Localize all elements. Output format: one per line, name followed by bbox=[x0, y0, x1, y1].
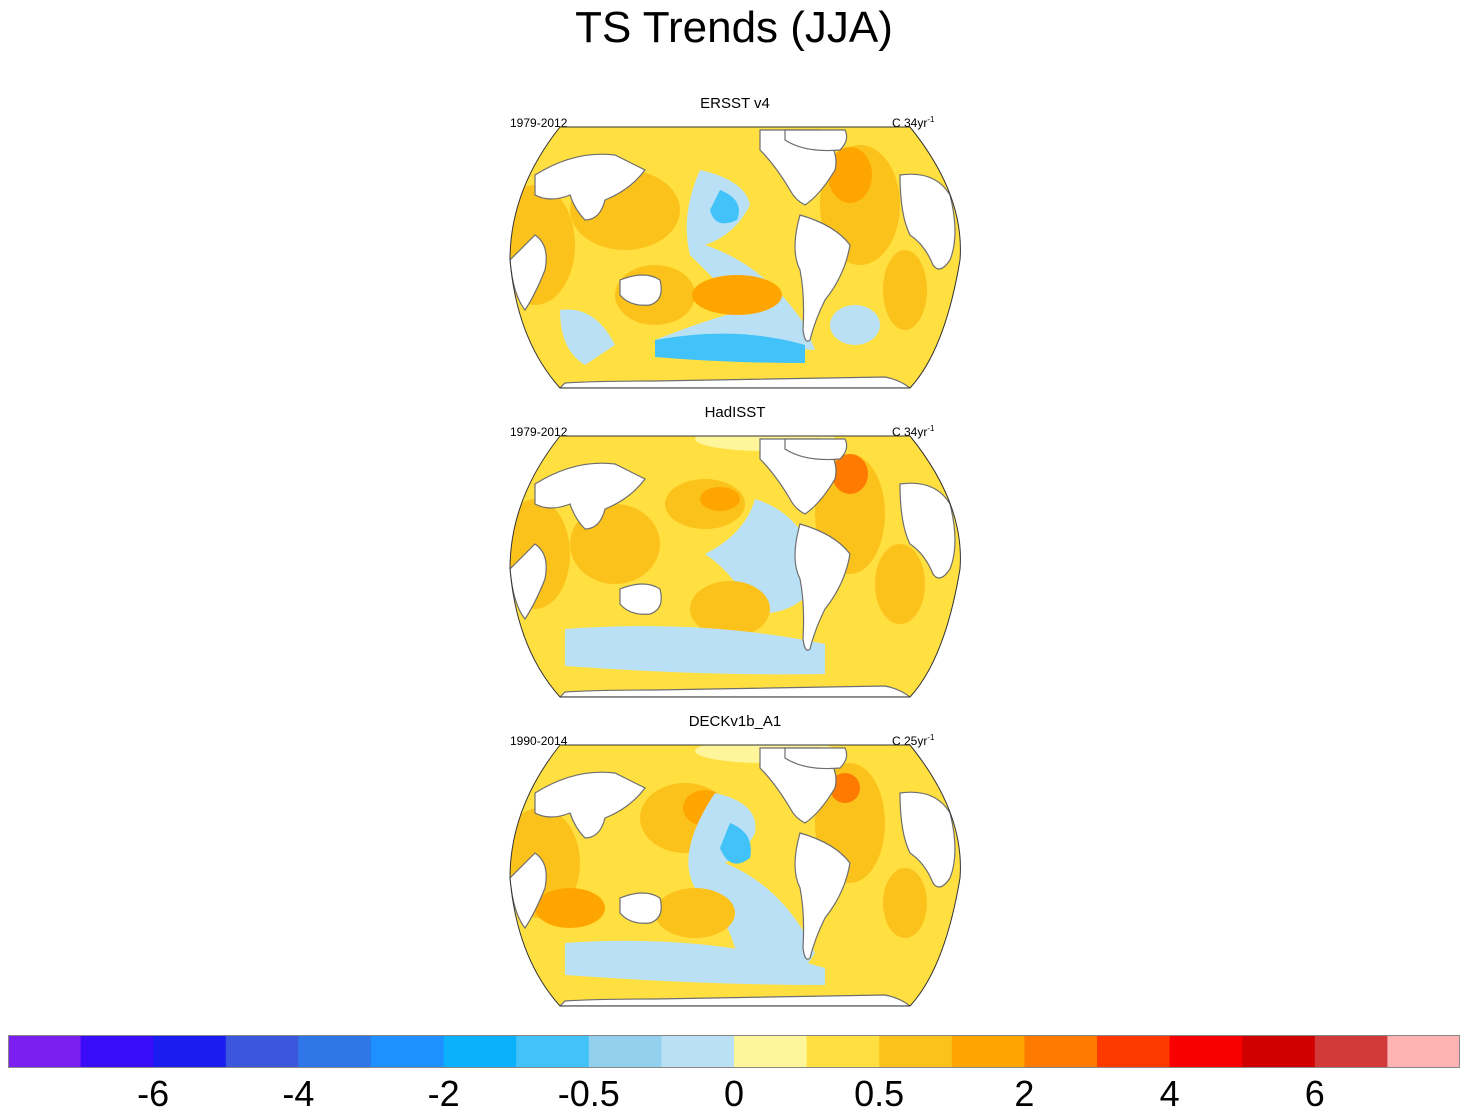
colorbar-swatch bbox=[951, 1035, 1025, 1068]
colorbar-tick-label: -0.5 bbox=[557, 1073, 620, 1114]
map-border bbox=[509, 126, 961, 389]
land-mass bbox=[619, 583, 662, 615]
colorbar-swatch bbox=[1097, 1035, 1171, 1068]
colorbar-swatch bbox=[806, 1035, 880, 1068]
colorbar-swatch bbox=[1242, 1035, 1316, 1068]
colorbar-swatch bbox=[516, 1035, 590, 1068]
land-mass bbox=[558, 376, 912, 388]
colorbar-tick-label: -6 bbox=[137, 1073, 170, 1114]
field-region bbox=[830, 305, 880, 345]
colorbar-swatch bbox=[1387, 1035, 1460, 1068]
land-mass bbox=[558, 685, 912, 697]
field-region bbox=[565, 626, 825, 675]
colorbar-tick-label: 0 bbox=[723, 1073, 745, 1114]
land-mass bbox=[510, 234, 547, 312]
field-region bbox=[705, 499, 820, 614]
field-region bbox=[535, 888, 605, 928]
world-map bbox=[509, 126, 961, 389]
field-region bbox=[655, 333, 805, 363]
land-mass bbox=[784, 129, 848, 152]
field-region bbox=[700, 487, 740, 511]
land-mass bbox=[784, 438, 848, 461]
land-mass bbox=[794, 832, 851, 960]
colorbar-tick-label: 0.5 bbox=[854, 1073, 905, 1114]
colorbar-tick-label: 2 bbox=[1014, 1073, 1035, 1114]
colorbar-frame bbox=[8, 1035, 1460, 1068]
panel-title: ERSST v4 bbox=[700, 95, 770, 112]
colorbar-swatch bbox=[225, 1035, 299, 1068]
field-region bbox=[560, 309, 615, 365]
panel-period: 1979-2012 bbox=[510, 116, 568, 130]
colorbar-swatch bbox=[153, 1035, 227, 1068]
land-mass bbox=[619, 892, 662, 924]
colorbar-swatch bbox=[879, 1035, 953, 1068]
field-region bbox=[688, 793, 815, 968]
field-region bbox=[832, 454, 868, 494]
panel-period: 1979-2012 bbox=[510, 425, 568, 439]
land-mass bbox=[558, 994, 912, 1006]
field-region bbox=[692, 275, 782, 315]
map-border bbox=[509, 744, 961, 1007]
colorbar-swatch bbox=[734, 1035, 808, 1068]
field-region bbox=[828, 147, 872, 203]
land-mass bbox=[899, 482, 956, 579]
field-region bbox=[883, 868, 927, 938]
colorbar-swatch bbox=[588, 1035, 662, 1068]
colorbar-swatch bbox=[1314, 1035, 1388, 1068]
figure-title: TS Trends (JJA) bbox=[575, 3, 893, 52]
colorbar-tick-label: -2 bbox=[427, 1073, 460, 1114]
land-mass bbox=[510, 543, 547, 621]
land-mass bbox=[510, 852, 547, 930]
land-mass bbox=[534, 153, 646, 221]
field-region bbox=[690, 581, 770, 637]
field-region bbox=[883, 250, 927, 330]
panel-ersst: ERSST v4 1979-2012 C 34yr-1 bbox=[505, 95, 965, 395]
colorbar-swatch bbox=[371, 1035, 445, 1068]
panel-deck: DECKv1b_A1 1990-2014 C 25yr-1 bbox=[505, 713, 965, 1013]
world-map bbox=[509, 435, 961, 698]
panel-title: HadISST bbox=[704, 404, 766, 421]
land-mass bbox=[534, 771, 646, 839]
world-map bbox=[509, 744, 961, 1007]
colorbar-swatch bbox=[80, 1035, 154, 1068]
land-mass bbox=[794, 214, 851, 342]
field-region bbox=[655, 888, 735, 938]
field-region bbox=[875, 544, 925, 624]
colorbar-swatch bbox=[661, 1035, 735, 1068]
land-mass bbox=[794, 523, 851, 651]
panel-period: 1990-2014 bbox=[510, 734, 568, 748]
field-layer bbox=[510, 436, 961, 697]
colorbar-swatch bbox=[443, 1035, 517, 1068]
land-mass bbox=[899, 173, 956, 270]
colorbar-swatch bbox=[298, 1035, 372, 1068]
colorbar-swatch bbox=[1169, 1035, 1243, 1068]
land-mass bbox=[784, 747, 848, 770]
land-mass bbox=[899, 791, 956, 888]
colorbar-tick-label: 6 bbox=[1304, 1073, 1325, 1114]
land-mass bbox=[619, 274, 662, 306]
field-region bbox=[655, 170, 815, 360]
map-border bbox=[509, 435, 961, 698]
colorbar bbox=[8, 1035, 1460, 1068]
field-region bbox=[710, 190, 739, 224]
land-mass bbox=[534, 462, 646, 530]
field-region bbox=[830, 773, 860, 803]
panel-title: DECKv1b_A1 bbox=[688, 713, 782, 730]
field-region bbox=[720, 823, 751, 864]
colorbar-swatch bbox=[8, 1035, 82, 1068]
field-layer bbox=[510, 127, 961, 388]
panel-hadisst: HadISST 1979-2012 C 34yr-1 bbox=[505, 404, 965, 704]
field-region bbox=[565, 940, 825, 985]
colorbar-tick-label: 4 bbox=[1159, 1073, 1180, 1114]
field-layer bbox=[510, 745, 961, 1006]
colorbar-swatch bbox=[1024, 1035, 1098, 1068]
colorbar-tick-label: -4 bbox=[282, 1073, 315, 1114]
